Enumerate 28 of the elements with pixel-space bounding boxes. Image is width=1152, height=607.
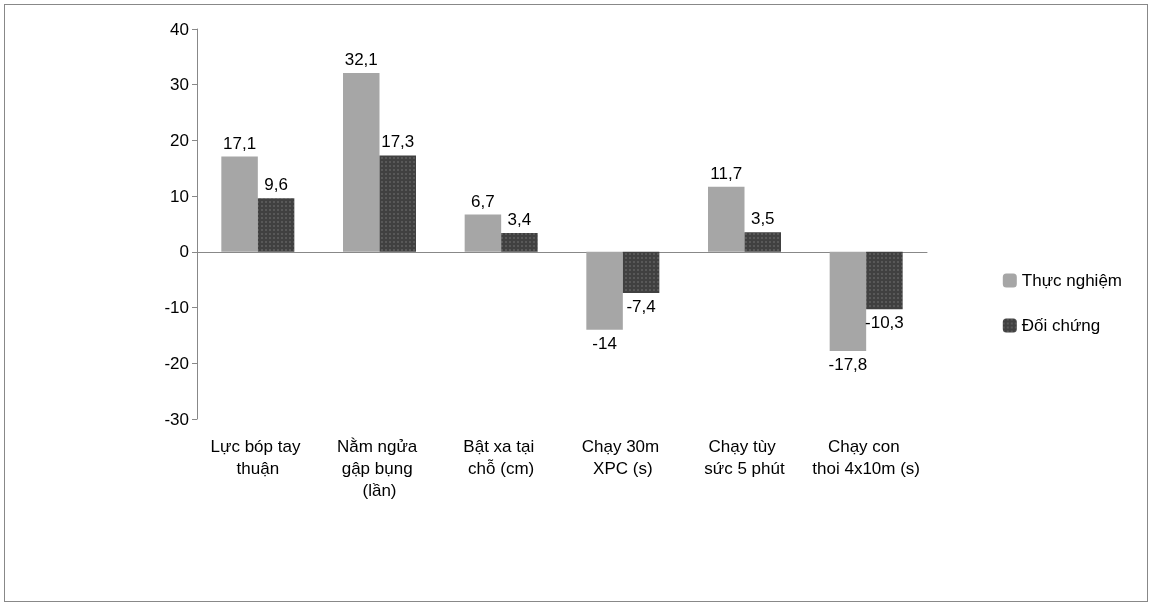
data-label: 17,3 — [381, 132, 415, 152]
y-tick-label: 20 — [170, 130, 189, 150]
data-label: 32,1 — [344, 50, 378, 70]
y-tick-label: 30 — [170, 75, 189, 95]
data-label: 6,7 — [471, 191, 495, 211]
y-tick-label: 0 — [179, 242, 189, 262]
data-label: 9,6 — [264, 175, 288, 195]
y-tick-label: -20 — [164, 353, 189, 373]
x-tick-label: Chạy tùy sức 5 phút — [704, 436, 785, 478]
data-label: 17,1 — [223, 133, 257, 153]
data-label: 3,4 — [507, 209, 532, 229]
y-tick-label: -10 — [164, 298, 189, 318]
data-label: 3,5 — [750, 209, 775, 229]
legend-label: Thực nghiệm — [1021, 271, 1122, 290]
y-tick-label: 40 — [170, 19, 189, 39]
x-tick-label: Chạy 30m XPC (s) — [581, 436, 664, 478]
x-tick-label: Chạy con thoi 4x10m (s) — [812, 436, 921, 478]
data-label: -17,8 — [828, 355, 868, 375]
legend-label: Đối chứng — [1021, 316, 1101, 335]
data-label: 11,7 — [710, 163, 743, 183]
x-tick-label: Nằm ngửa gập bụng (lần) — [336, 436, 423, 500]
x-tick-label: Lực bóp tay thuận — [210, 436, 306, 478]
data-label: -10,3 — [865, 313, 904, 333]
x-tick-label: Bật xa tại chỗ (cm) — [463, 436, 539, 478]
data-label: -14 — [592, 333, 617, 353]
y-tick-label: 10 — [170, 186, 189, 206]
data-label: -7,4 — [626, 297, 656, 317]
y-tick-label: -30 — [164, 409, 189, 429]
